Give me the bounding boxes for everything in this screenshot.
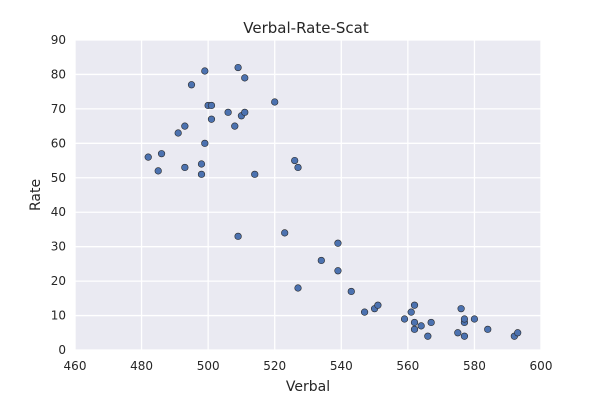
- x-tick-label: 580: [463, 359, 486, 373]
- y-tick-label: 40: [51, 205, 66, 219]
- x-tick-label: 480: [130, 359, 153, 373]
- scatter-point: [281, 229, 289, 237]
- scatter-point: [400, 315, 409, 323]
- scatter-point: [181, 122, 189, 130]
- x-tick-label: 560: [396, 359, 419, 373]
- tick-labels: 460 480 500 520 540 560 580 600 0 10 20 30 40 50 60 70 8…: [51, 33, 553, 373]
- y-tick-label: 80: [51, 67, 66, 81]
- chart-title: Verbal-Rate-Scat: [243, 19, 369, 37]
- scatter-point: [460, 332, 469, 340]
- scatter-point: [410, 325, 419, 333]
- scatter-point: [234, 63, 242, 72]
- scatter-point: [201, 67, 209, 75]
- x-tick-label: 520: [263, 359, 286, 373]
- x-tick-label: 600: [530, 359, 553, 373]
- scatter-point: [360, 308, 369, 316]
- y-tick-label: 10: [51, 309, 66, 323]
- scatter-point: [207, 101, 216, 110]
- scatter-point: [470, 315, 479, 323]
- scatter-point: [181, 163, 189, 172]
- scatter-point: [374, 301, 382, 309]
- scatter-point: [174, 129, 182, 137]
- scatter-point: [334, 267, 342, 275]
- scatter-point: [424, 332, 432, 340]
- y-tick-label: 60: [51, 136, 66, 150]
- scatter-point: [347, 287, 355, 296]
- scatter-point: [410, 301, 419, 309]
- y-tick-label: 90: [51, 33, 66, 47]
- scatter-point: [144, 153, 152, 161]
- y-tick-label: 30: [51, 240, 66, 254]
- scatter-point: [224, 108, 232, 116]
- scatter-point: [234, 232, 242, 240]
- scatter-point: [291, 156, 299, 165]
- x-tick-label: 540: [330, 359, 353, 373]
- y-tick-label: 20: [51, 274, 66, 288]
- scatter-point: [231, 122, 239, 130]
- scatter-point: [201, 139, 209, 147]
- x-axis-label: Verbal: [286, 379, 330, 395]
- scatter-point: [334, 239, 342, 247]
- scatter-point: [294, 284, 302, 292]
- scatter-point: [484, 325, 492, 333]
- x-tick-label: 500: [197, 359, 220, 373]
- scatter-point: [197, 170, 206, 178]
- scatter-point: [317, 256, 325, 265]
- scatter-point: [454, 329, 462, 337]
- y-tick-label: 70: [51, 102, 66, 116]
- scatter-point: [460, 315, 469, 323]
- scatter-point: [271, 98, 279, 106]
- y-axis-label: Rate: [28, 179, 44, 211]
- scatter-point: [187, 81, 196, 89]
- y-tick-label: 0: [58, 343, 66, 357]
- scatter-point: [294, 163, 302, 172]
- scatter-point: [197, 160, 206, 168]
- scatter-point: [457, 305, 465, 313]
- scatter-point: [410, 318, 419, 327]
- plot-area: [75, 40, 541, 350]
- y-tick-label: 50: [51, 171, 66, 185]
- scatter-point: [157, 150, 166, 158]
- scatter-point: [427, 318, 435, 327]
- scatter-point: [241, 74, 249, 82]
- scatter-point: [241, 108, 249, 116]
- scatter-point: [514, 329, 522, 337]
- scatter-point: [207, 115, 216, 123]
- scatter-point: [407, 308, 415, 316]
- scatter-point: [154, 167, 162, 175]
- scatter-point: [251, 170, 259, 178]
- scatter-point: [417, 322, 425, 330]
- data-points: [144, 63, 522, 340]
- grid-lines: [74, 39, 542, 351]
- x-tick-label: 460: [64, 359, 87, 373]
